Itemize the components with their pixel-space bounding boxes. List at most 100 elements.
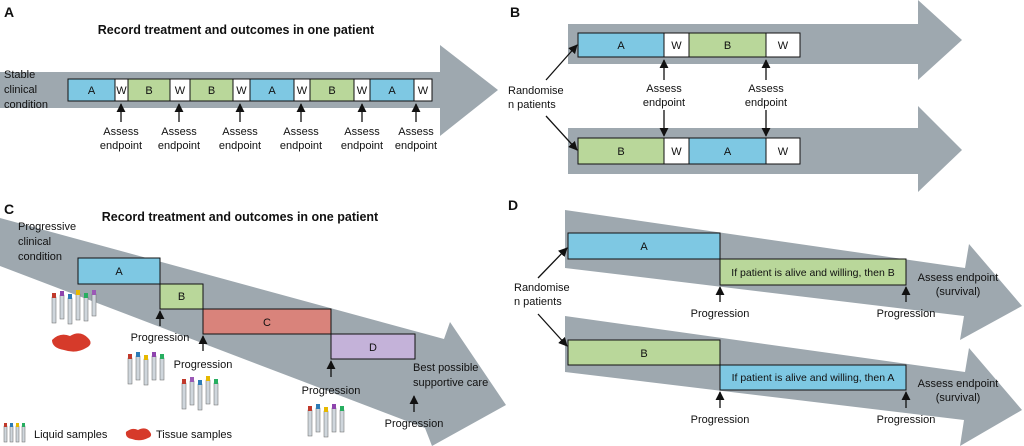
panel-d-top-assess-line2: (survival) — [936, 286, 981, 298]
panel-c-box-c-label: C — [263, 317, 271, 329]
panel-d-bottom-assess-line1: Assess endpoint — [918, 378, 999, 390]
panel-a-box-4-label: W — [175, 85, 186, 97]
panel-b: B Randomise n patients A W B W B W A W A… — [508, 0, 962, 192]
panel-d-top-second-label: If patient is alive and willing, then B — [731, 267, 894, 279]
panel-a-sequence: A W B W B W A W B W A W — [67, 78, 433, 102]
panel-a-box-2-label: W — [116, 85, 127, 97]
panel-b-top-box-1 — [577, 32, 665, 58]
panel-a-assess-6-line2: endpoint — [395, 140, 437, 152]
panel-a-assess-markers: Assess endpoint Assess endpoint Assess e… — [100, 103, 437, 152]
panel-a-box-11-label: A — [388, 85, 396, 97]
panel-a-title: Record treatment and outcomes in one pat… — [98, 23, 375, 37]
panel-c-legend-liquid: Liquid samples — [34, 429, 108, 441]
panel-c-liquid-samples-2 — [127, 352, 165, 386]
panel-d-letter: D — [508, 197, 518, 213]
panel-b-assess-2-line1: Assess — [748, 83, 784, 95]
panel-b-bottom-box-1-label: B — [617, 146, 624, 158]
panel-b-top-box-4-label: W — [778, 40, 789, 52]
panel-b-bottom-box-4-label: W — [778, 146, 789, 158]
panel-c: C Record treatment and outcomes in one p… — [0, 201, 506, 446]
panel-b-top-box-2 — [663, 32, 690, 58]
panel-a-assess-4-line2: endpoint — [280, 140, 322, 152]
panel-b-bottom-box-1 — [577, 137, 665, 165]
tissue-samples-icon — [125, 428, 152, 441]
panel-c-box-b-label: B — [178, 291, 185, 303]
panel-b-randomise-arrow-up — [545, 44, 578, 81]
panel-a: A Record treatment and outcomes in one p… — [0, 4, 498, 152]
liquid-samples-icon — [3, 423, 26, 443]
panel-c-progression-3: Progression — [302, 385, 361, 397]
panel-c-best-care-line1: Best possible — [413, 362, 478, 374]
panel-c-legend: Liquid samples Tissue samples — [3, 423, 233, 443]
panel-c-progression-1: Progression — [131, 332, 190, 344]
panel-d-top-progression-2: Progression — [877, 308, 936, 320]
panel-a-assess-5-line2: endpoint — [341, 140, 383, 152]
panel-d-bottom-first-box — [567, 339, 721, 366]
panel-a-assess-3-line1: Assess — [222, 126, 258, 138]
panel-d-top-progression-1: Progression — [691, 308, 750, 320]
panel-a-assess-2-line2: endpoint — [158, 140, 200, 152]
panel-b-letter: B — [510, 4, 520, 20]
panel-d-bottom-progression-2: Progression — [877, 414, 936, 426]
panel-b-top-box-3-label: B — [724, 40, 731, 52]
panel-b-top-box-3 — [688, 32, 767, 58]
panel-d-bottom-first-label: B — [640, 348, 647, 360]
panel-c-title: Record treatment and outcomes in one pat… — [102, 210, 379, 224]
panel-a-box-12 — [413, 78, 433, 102]
panel-c-condition-line3: condition — [18, 251, 62, 263]
panel-c-box-d — [330, 333, 416, 360]
panel-a-assess-1-line2: endpoint — [100, 140, 142, 152]
panel-c-liquid-samples-3 — [181, 376, 219, 411]
panel-a-box-8-label: W — [297, 85, 308, 97]
panel-a-condition-line3: condition — [4, 99, 48, 111]
panel-a-condition-line1: Stable — [4, 69, 35, 81]
panel-a-condition-line2: clinical — [4, 84, 37, 96]
panel-d-top-first-box — [567, 232, 721, 260]
panel-a-assess-5-line1: Assess — [344, 126, 380, 138]
panel-a-box-9-label: B — [328, 85, 335, 97]
panel-c-box-a — [77, 257, 161, 285]
panel-c-liquid-samples-4 — [307, 404, 345, 438]
panel-b-bottom-box-2-label: W — [671, 146, 682, 158]
panel-c-box-b — [159, 283, 204, 310]
panel-b-bottom-box-4 — [765, 137, 801, 165]
panel-a-box-6-label: W — [236, 85, 247, 97]
panel-d: D Randomise n patients A If patient is a… — [508, 197, 1022, 446]
panel-c-progression-4: Progression — [385, 418, 444, 430]
panel-a-box-12-label: W — [418, 85, 429, 97]
panel-b-randomise-arrow-down — [545, 115, 578, 151]
panel-b-assess-1-line1: Assess — [646, 83, 682, 95]
panel-d-randomise-arrow-up — [537, 247, 568, 279]
panel-d-bottom-second-label: If patient is alive and willing, then A — [732, 372, 895, 384]
panel-a-assess-1-line1: Assess — [103, 126, 139, 138]
panel-a-letter: A — [4, 4, 14, 20]
panel-a-box-1-label: A — [88, 85, 96, 97]
panel-d-bottom-assess-line2: (survival) — [936, 392, 981, 404]
panel-a-box-10-label: W — [357, 85, 368, 97]
panel-a-assess-4-line1: Assess — [283, 126, 319, 138]
panel-d-bottom-second-box — [719, 364, 907, 391]
panel-a-box-7-label: A — [268, 85, 276, 97]
panel-a-assess-6-line1: Assess — [398, 126, 434, 138]
panel-d-top-first-label: A — [640, 241, 648, 253]
panel-b-top-box-2-label: W — [671, 40, 682, 52]
panel-b-randomise-line2: n patients — [508, 99, 556, 111]
panel-c-best-care-line2: supportive care — [413, 377, 488, 389]
panel-c-box-a-label: A — [115, 266, 123, 278]
panel-b-assess-2-line2: endpoint — [745, 97, 787, 109]
panel-d-bottom-progression-1: Progression — [691, 414, 750, 426]
panel-a-assess-2-line1: Assess — [161, 126, 197, 138]
panel-b-top-box-1-label: A — [617, 40, 625, 52]
panel-c-letter: C — [4, 201, 14, 217]
panel-c-liquid-samples-1 — [51, 290, 97, 325]
panel-b-bottom-box-3-label: A — [724, 146, 732, 158]
panel-c-progression-2: Progression — [174, 359, 233, 371]
panel-a-box-3-label: B — [145, 85, 152, 97]
panel-b-assess-1-line2: endpoint — [643, 97, 685, 109]
panel-b-top-box-4 — [765, 32, 801, 58]
panel-c-condition-line1: Progressive — [18, 221, 76, 233]
panel-a-box-5-label: B — [208, 85, 215, 97]
panel-c-legend-tissue: Tissue samples — [156, 429, 233, 441]
panel-c-condition-line2: clinical — [18, 236, 51, 248]
